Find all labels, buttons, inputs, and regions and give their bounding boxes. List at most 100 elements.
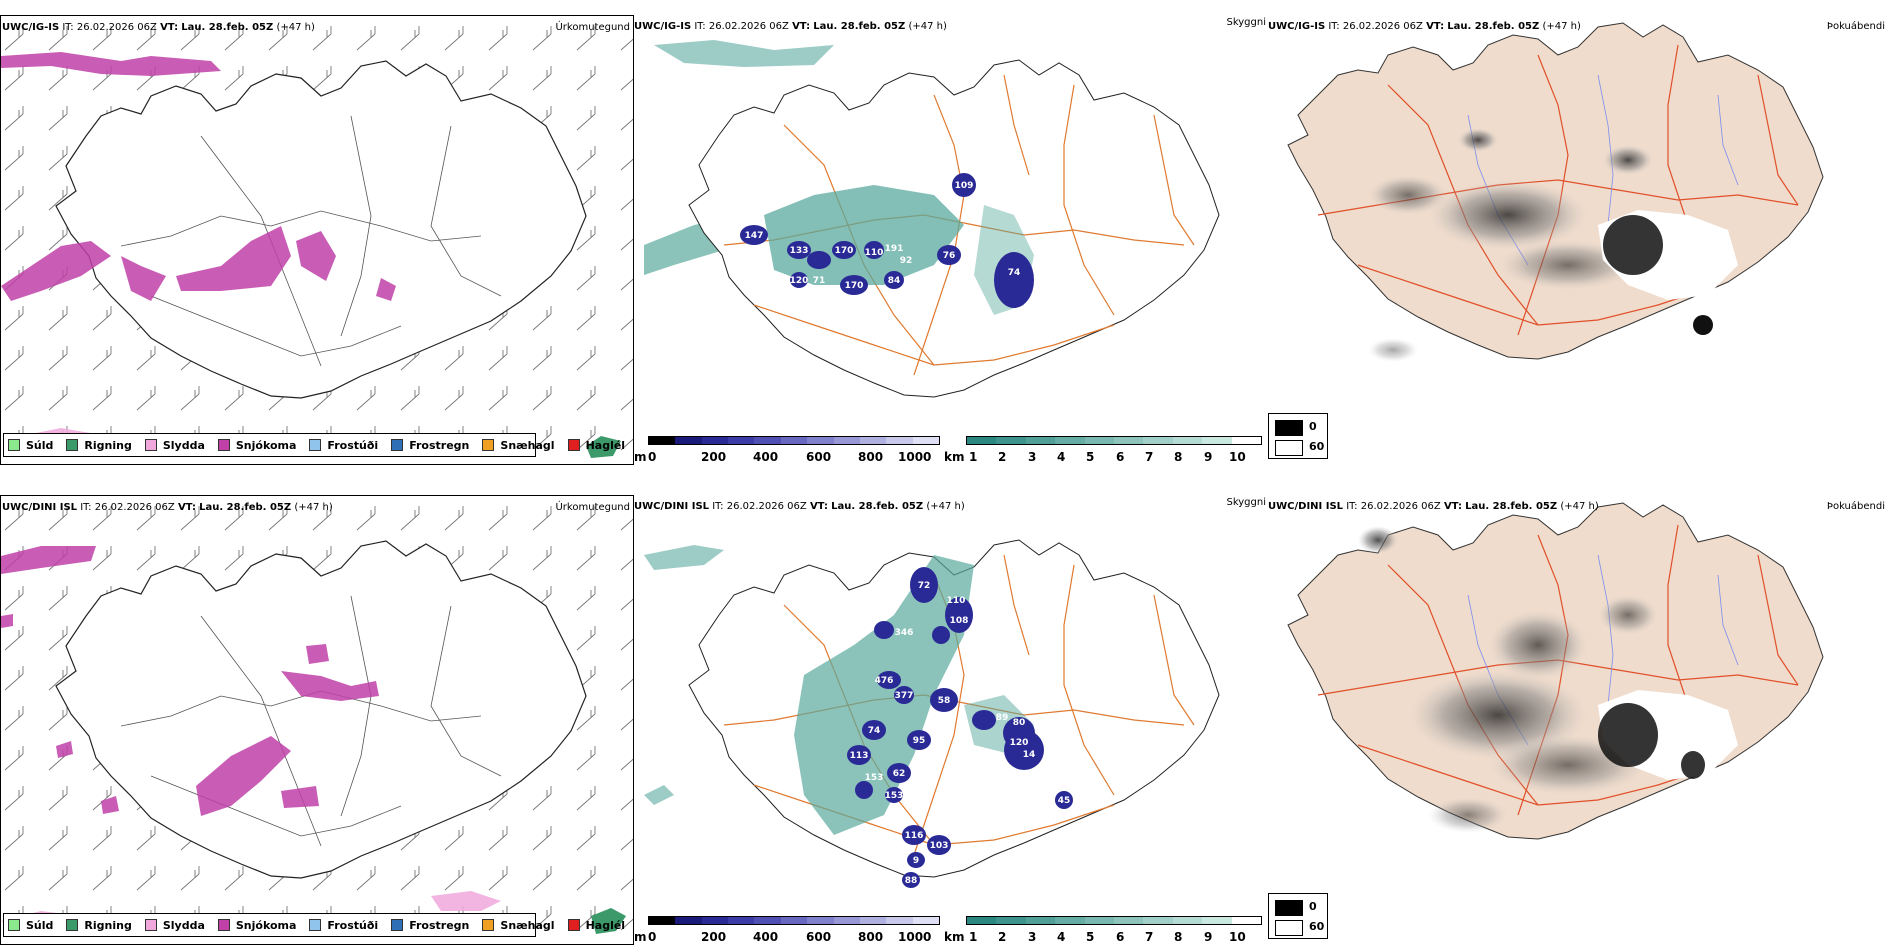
fog-map-2[interactable] [1268,495,1900,915]
valid-time: Lau. 28.feb. 05Z [181,22,274,33]
legend-item: Snjókoma [217,439,296,452]
ceiling-label: 113 [850,751,869,761]
lead-time: (+47 h) [908,21,947,32]
ceiling-unit: m [634,450,647,464]
panel-header: UWC/IG-IS IT: 26.02.2026 06Z VT: Lau. 28… [1268,21,1581,32]
legend-swatch [217,439,230,451]
ceiling-label: 170 [835,246,854,256]
fog-swatch [1275,440,1303,456]
valid-time: Lau. 28.feb. 05Z [831,501,924,512]
ceiling-label: 14 [1023,750,1036,760]
init-time: 26.02.2026 06Z [708,21,789,32]
ceiling-colorbar: m 0 200 400 600 800 1000 [634,436,940,466]
visibility-tick: 2 [998,930,1007,944]
legend-item: Súld [8,919,53,932]
visibility-panel-1: 109 147 133 170 110 191 92 76 71 120 170… [634,15,1266,466]
ceiling-label: 74 [868,726,881,736]
fog-legend-label: 0 [1309,420,1317,433]
legend-item: Rigning [66,439,132,452]
panel-title: Skyggni [1226,497,1266,508]
ceiling-label: 74 [1008,268,1021,278]
ceiling-label: 148 [905,786,924,796]
panel-title: Þokuábendi [1826,501,1885,512]
model-name: UWC/IG-IS [2,22,60,33]
visibility-tick: 6 [1116,450,1125,464]
ceiling-label: 80 [1013,718,1026,728]
init-time: 26.02.2026 06Z [76,22,157,33]
model-name: UWC/IG-IS [1268,21,1326,32]
ceiling-label: 377 [895,691,914,701]
valid-time: Lau. 28.feb. 05Z [1447,21,1540,32]
ceiling-tick: 200 [701,450,727,464]
legend-swatch [66,439,79,451]
legend-swatch [391,439,404,451]
legend-item: Súld [8,439,53,452]
visibility-tick: 9 [1204,450,1213,464]
ceiling-label: 92 [900,256,913,266]
visibility-map-2[interactable]: 72 110 108 346 476 377 58 80 74 95 89 11… [634,495,1266,915]
ceiling-tick: 1000 [898,930,932,944]
legend-item: Snæhagl [482,919,555,932]
visibility-tick: 8 [1174,930,1183,944]
init-time: 26.02.2026 06Z [1360,501,1441,512]
ceiling-tick: 800 [858,930,884,944]
ceiling-label: 110 [947,596,966,606]
init-time: 26.02.2026 06Z [94,502,175,513]
visibility-bar [966,916,1262,925]
precip-legend: Súld Rigning Slydda Snjókoma Frostúði Fr… [3,433,625,457]
visibility-tick: 5 [1086,450,1095,464]
ceiling-tick: 1000 [898,450,932,464]
legend-item: Frostúði [309,439,378,452]
panel-header: UWC/IG-IS IT: 26.02.2026 06Z VT: Lau. 28… [2,22,315,33]
ceiling-label: 346 [895,628,914,638]
legend-swatch [217,919,230,931]
panel-header: UWC/DINI ISL IT: 26.02.2026 06Z VT: Lau.… [2,502,333,513]
fog-panel-2: UWC/DINI ISL IT: 26.02.2026 06Z VT: Lau.… [1268,495,1900,943]
ceiling-tick: 600 [806,930,832,944]
row-1: UWC/IG-IS IT: 26.02.2026 06Z VT: Lau. 28… [0,0,1900,470]
fog-map-1[interactable] [1268,15,1900,435]
visibility-tick: 1 [969,450,978,464]
precip-map-1[interactable] [1,16,633,464]
legend-item: Frostregn [391,439,469,452]
panel-title: Úrkomutegund [555,22,630,33]
valid-time: Lau. 28.feb. 05Z [1465,501,1558,512]
legend-swatch [391,919,404,931]
ceiling-label: 58 [938,696,951,706]
valid-time: Lau. 28.feb. 05Z [199,502,292,513]
panel-title: Skyggni [1226,17,1266,28]
visibility-map-1[interactable]: 109 147 133 170 110 191 92 76 71 120 170… [634,15,1266,435]
fog-legend-label: 60 [1309,440,1325,453]
precip-legend: Súld Rigning Slydda Snjókoma Frostúði Fr… [3,913,625,937]
ceiling-label: 170 [845,281,864,291]
ceiling-label: 108 [950,616,969,626]
legend-swatch [144,439,157,451]
visibility-tick: 3 [1028,930,1037,944]
ceiling-label: 153 [865,773,884,783]
ceiling-label: 9 [913,856,919,866]
ceiling-colorbar: m 0 200 400 600 800 1000 [634,916,940,946]
model-name: UWC/DINI ISL [634,501,710,512]
visibility-tick: 10 [1229,930,1246,944]
ceiling-label: 110 [865,248,884,258]
visibility-colorbar: km 1 2 3 4 5 6 7 8 9 10 [944,916,1264,946]
fog-swatch [1275,920,1303,936]
visibility-tick: 4 [1057,450,1066,464]
panel-header: UWC/DINI ISL IT: 26.02.2026 06Z VT: Lau.… [1268,501,1599,512]
ceiling-label: 153 [885,791,904,801]
fog-swatch [1275,420,1303,436]
valid-time: Lau. 28.feb. 05Z [813,21,906,32]
precip-map-2[interactable] [1,496,633,944]
ceiling-tick: 0 [648,450,657,464]
visibility-tick: 3 [1028,450,1037,464]
legend-swatch [482,919,495,931]
visibility-tick: 7 [1145,930,1154,944]
ceiling-tick: 400 [753,450,779,464]
ceiling-label: 89 [996,713,1009,723]
panel-title: Úrkomutegund [555,502,630,513]
ceiling-label: 45 [1058,796,1071,806]
legend-item: Rigning [66,919,132,932]
visibility-tick: 4 [1057,930,1066,944]
ceiling-label: 62 [893,769,906,779]
visibility-panel-2: 72 110 108 346 476 377 58 80 74 95 89 11… [634,495,1266,946]
